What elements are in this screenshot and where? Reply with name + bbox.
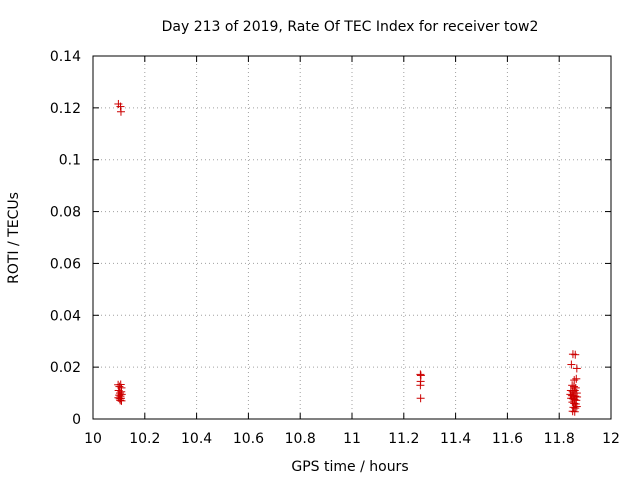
data-point-plus-marker [568, 407, 577, 416]
x-tick-label: 11.8 [544, 431, 575, 447]
y-axis: 0 0.02 0.04 0.06 0.08 0.1 0.12 0.14 [50, 49, 611, 428]
data-point-plus-marker [572, 364, 581, 373]
x-tick-label: 10.6 [233, 431, 264, 447]
y-tick-label: 0.06 [50, 256, 81, 272]
x-axis-label: GPS time / hours [291, 459, 408, 475]
y-tick-label: 0.1 [59, 153, 81, 169]
y-tick-label: 0.02 [50, 360, 81, 376]
x-tick-label: 11.2 [388, 431, 419, 447]
data-point-plus-marker [572, 374, 581, 383]
x-tick-label: 11 [343, 431, 361, 447]
x-tick-label: 11.6 [492, 431, 523, 447]
data-point-plus-marker [116, 380, 125, 389]
x-tick-label: 10.8 [285, 431, 316, 447]
data-point-plus-marker [567, 394, 576, 403]
grid-lines [93, 56, 611, 419]
data-point-plus-marker [116, 107, 125, 116]
y-tick-label: 0.04 [50, 308, 81, 324]
data-point-plus-marker [115, 394, 124, 403]
x-tick-label: 12 [602, 431, 620, 447]
x-axis: 10 10.2 10.4 10.6 10.8 11 11.2 11.4 11.6 11.8 12 [84, 56, 620, 447]
data-point-plus-marker [116, 102, 125, 111]
data-point-plus-marker [569, 403, 578, 412]
y-tick-label: 0 [72, 412, 81, 428]
data-point-plus-marker [117, 396, 126, 405]
x-tick-label: 10.2 [129, 431, 160, 447]
data-point-plus-marker [416, 370, 425, 379]
chart-title: Day 213 of 2019, Rate Of TEC Index for r… [162, 19, 539, 35]
data-point-plus-marker [416, 381, 425, 390]
data-point-plus-marker [570, 407, 579, 416]
data-point-plus-marker [568, 398, 577, 407]
x-tick-label: 10.4 [181, 431, 212, 447]
y-tick-label: 0.14 [50, 49, 81, 65]
data-point-plus-marker [567, 360, 576, 369]
data-point-plus-marker [416, 394, 425, 403]
y-tick-label: 0.12 [50, 101, 81, 117]
y-axis-label: ROTI / TECUs [6, 192, 22, 284]
data-point-plus-marker [568, 394, 577, 403]
data-point-plus-marker [571, 350, 580, 359]
x-tick-label: 11.4 [440, 431, 471, 447]
data-point-plus-marker [116, 396, 125, 405]
data-point-plus-marker [115, 382, 124, 391]
data-point-plus-marker [572, 402, 581, 411]
x-tick-label: 10 [84, 431, 102, 447]
data-points [114, 99, 582, 416]
y-tick-label: 0.08 [50, 205, 81, 221]
